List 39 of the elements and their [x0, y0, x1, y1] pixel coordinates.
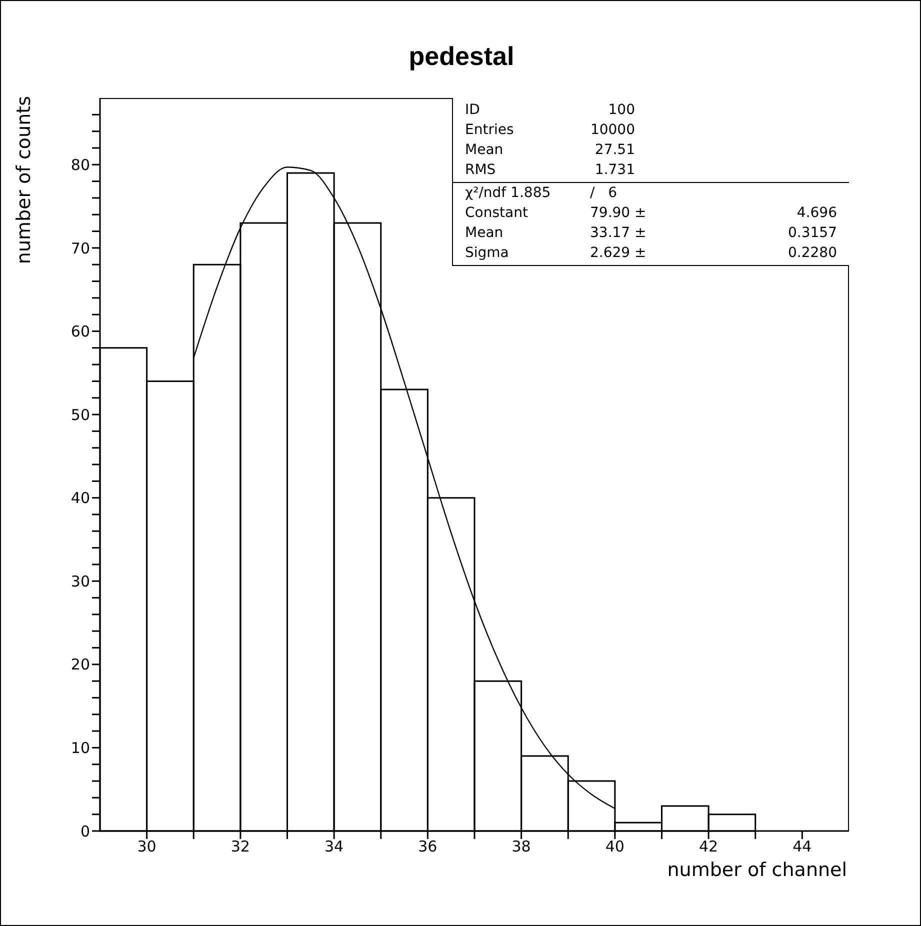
annotation: 100 — [607, 101, 635, 120]
y-tick-label: 60 — [70, 322, 90, 341]
y-tick-label: 20 — [70, 656, 90, 674]
chart-title: pedestal — [408, 41, 516, 72]
annotation: / 6 — [590, 184, 618, 203]
annotation: Entries — [465, 121, 515, 140]
annotation: 1.731 — [594, 161, 635, 180]
x-tick-label: 30 — [137, 838, 156, 856]
x-tick-label: 44 — [792, 838, 812, 856]
x-tick-label: 40 — [605, 838, 624, 856]
x-tick-label: 34 — [324, 838, 344, 856]
x-tick-label: 36 — [418, 838, 438, 856]
y-axis-title: number of counts — [13, 96, 35, 264]
annotation: 10000 — [589, 121, 635, 140]
x-tick-label: 32 — [230, 838, 250, 856]
annotation: 0.3157 — [787, 224, 837, 243]
x-axis-title: number of channel — [667, 859, 847, 881]
annotation: 0.2280 — [787, 244, 837, 263]
annotation: Mean — [465, 141, 504, 160]
annotation: Sigma — [465, 244, 510, 263]
y-tick-label: 50 — [70, 406, 90, 424]
y-tick-label: 80 — [70, 156, 90, 174]
annotation: 27.51 — [594, 141, 635, 160]
annotation: RMS — [465, 161, 497, 180]
annotation: χ²/ndf 1.885 — [465, 184, 552, 203]
y-tick-label: 10 — [70, 739, 90, 758]
annotation: Mean — [465, 224, 504, 243]
y-tick-label: 0 — [80, 822, 90, 840]
x-tick-label: 42 — [699, 838, 718, 856]
y-tick-label: 40 — [70, 489, 90, 508]
y-tick-label: 70 — [70, 239, 90, 258]
annotation: 79.90 ± — [590, 204, 648, 223]
annotation: 4.696 — [796, 204, 837, 223]
annotation: 33.17 ± — [590, 224, 648, 243]
annotation: 2.629 ± — [590, 244, 648, 263]
y-tick-label: 30 — [70, 572, 90, 590]
annotation: Constant — [465, 204, 529, 223]
x-tick-label: 38 — [512, 838, 531, 856]
annotation: ID — [465, 101, 481, 120]
